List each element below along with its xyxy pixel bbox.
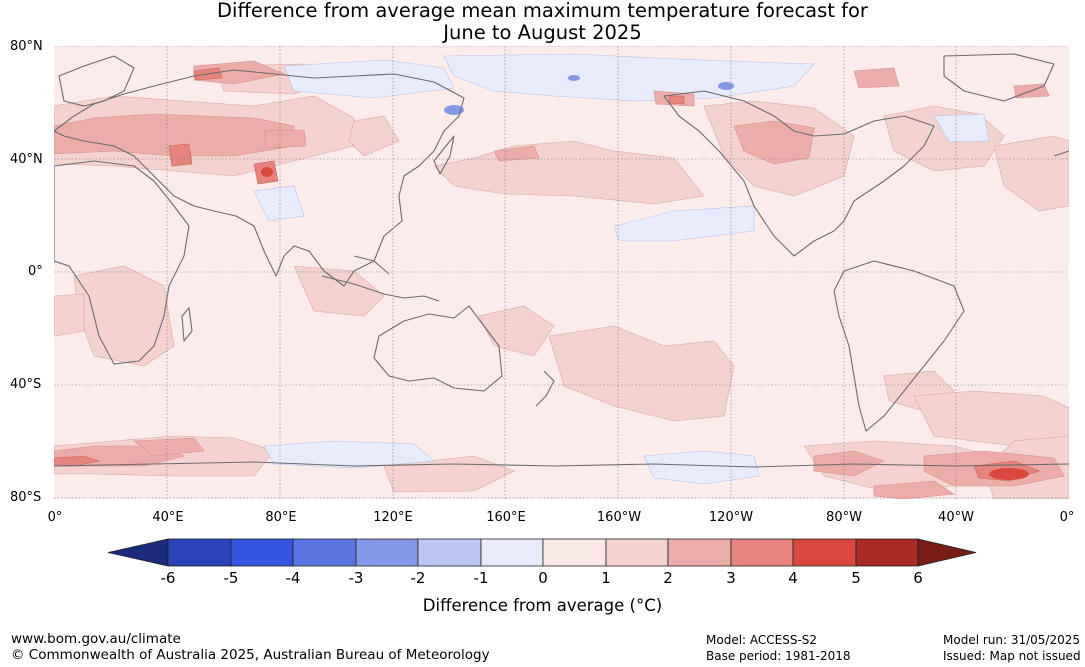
colorbar-tick: -5	[223, 569, 239, 587]
colorbar-tick: 4	[788, 569, 798, 587]
colorbar-tick: 6	[913, 569, 923, 587]
colorbar-tick: 0	[538, 569, 548, 587]
colorbar-tick: 5	[851, 569, 861, 587]
colorbar-segment	[230, 538, 294, 567]
colorbar-segment	[292, 538, 357, 567]
anomaly-regions-3-5	[54, 67, 1040, 482]
lon-label-0-left: 0°	[47, 510, 63, 525]
model-text: Model: ACCESS-S2	[706, 633, 818, 647]
lon-label-120e: 120°E	[373, 510, 413, 525]
colorbar-extend-low	[108, 538, 169, 567]
lon-label-160e: 160°E	[486, 510, 526, 525]
colorbar-tick: -1	[473, 569, 489, 587]
forecast-map	[54, 46, 1069, 499]
lon-label-120w: 120°W	[708, 510, 754, 525]
lon-label-80w: 80°W	[826, 510, 862, 525]
lat-label-40s: 40°S	[10, 377, 42, 392]
lon-label-40w: 40°W	[938, 510, 974, 525]
lon-label-40e: 40°E	[152, 510, 184, 525]
colorbar-tick: -4	[285, 569, 301, 587]
colorbar-tick: -3	[348, 569, 364, 587]
issued-text: Issued: Map not issued	[943, 649, 1081, 663]
map-title-line2: June to August 2025	[443, 21, 642, 44]
lat-label-40n: 40°N	[10, 152, 43, 167]
colorbar-segment	[605, 538, 669, 567]
map-title-line1: Difference from average mean maximum tem…	[217, 0, 868, 22]
colorbar-tick: 2	[663, 569, 673, 587]
colorbar-segment	[417, 538, 482, 567]
copyright-text: © Commonwealth of Australia 2025, Austra…	[11, 647, 490, 663]
lat-label-80n: 80°N	[10, 39, 43, 54]
colorbar-segment	[542, 538, 607, 567]
colorbar-tick: -6	[160, 569, 176, 587]
website-text: www.bom.gov.au/climate	[11, 631, 181, 647]
colorbar-segment	[167, 538, 232, 567]
graticule	[54, 46, 1069, 499]
colorbar-segment	[480, 538, 544, 567]
lon-label-80e: 80°E	[265, 510, 297, 525]
colorbar-label: Difference from average (°C)	[422, 596, 663, 615]
lat-label-0: 0°	[28, 264, 43, 279]
colorbar-segment	[855, 538, 919, 567]
coastlines	[54, 53, 1069, 468]
base-period-text: Base period: 1981-2018	[706, 649, 851, 663]
colorbar-segment	[667, 538, 732, 567]
lon-label-0-right: 0°	[1059, 510, 1075, 525]
model-run-text: Model run: 31/05/2025	[943, 633, 1081, 647]
anomaly-regions-5-6	[261, 167, 1029, 480]
anomaly-regions-cool	[444, 75, 734, 115]
lon-label-160w: 160°W	[596, 510, 642, 525]
colorbar-tick: 3	[726, 569, 736, 587]
colorbar	[108, 538, 977, 567]
colorbar-tick: 1	[601, 569, 611, 587]
colorbar-segment	[792, 538, 857, 567]
colorbar-tick: -2	[410, 569, 426, 587]
colorbar-segment	[730, 538, 794, 567]
colorbar-segment	[355, 538, 419, 567]
colorbar-extend-high	[917, 538, 977, 567]
lat-label-80s: 80°S	[10, 490, 42, 505]
